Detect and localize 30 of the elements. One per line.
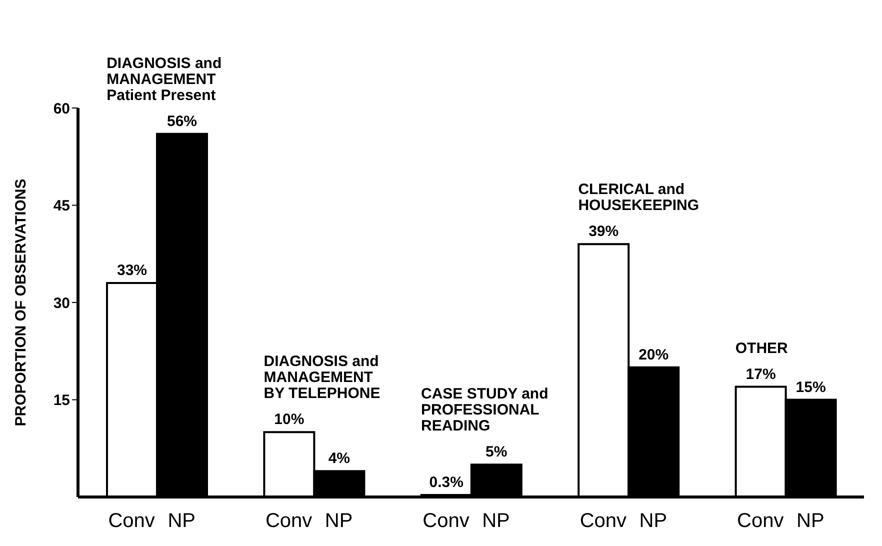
- y-tick-label: 45: [53, 198, 70, 215]
- y-tick-label: 15: [53, 392, 70, 410]
- text: Conv: [580, 510, 627, 532]
- text: NP: [639, 510, 668, 532]
- series-label: NP: [168, 510, 196, 532]
- x-tick-label: OTHER: [735, 340, 788, 357]
- data-label: 33%: [116, 262, 148, 280]
- data-label: 0.3%: [429, 474, 464, 492]
- data-label: 56%: [166, 112, 198, 130]
- text: Conv: [265, 510, 312, 532]
- y-tick-label: 60: [53, 100, 70, 118]
- series-label: Conv: [108, 510, 155, 532]
- x-tick-label: DIAGNOSIS and MANAGEMENT Patient Present: [106, 54, 222, 104]
- x-tick-label: CASE STUDY and PROFESSIONAL READING: [421, 386, 548, 435]
- data-label: 10%: [274, 411, 304, 428]
- y-tick-label: 30: [53, 294, 70, 312]
- data-label: 4%: [328, 450, 350, 468]
- text: Conv: [737, 510, 784, 532]
- text: NP: [324, 510, 353, 532]
- data-label: 15%: [796, 378, 826, 396]
- data-label: 20%: [638, 346, 669, 364]
- data-label: 17%: [746, 366, 776, 383]
- x-tick-label: DIAGNOSIS and MANAGEMENT BY TELEPHONE: [264, 353, 380, 402]
- text: NP: [796, 510, 824, 532]
- y-axis-title: PROPORTION OF OBSERVATIONS: [12, 178, 30, 426]
- data-label: 39%: [588, 223, 619, 240]
- data-label: 5%: [486, 444, 508, 461]
- text: Conv: [422, 510, 470, 532]
- text: NP: [482, 510, 510, 532]
- x-tick-label: CLERICAL and HOUSEKEEPING: [578, 181, 700, 214]
